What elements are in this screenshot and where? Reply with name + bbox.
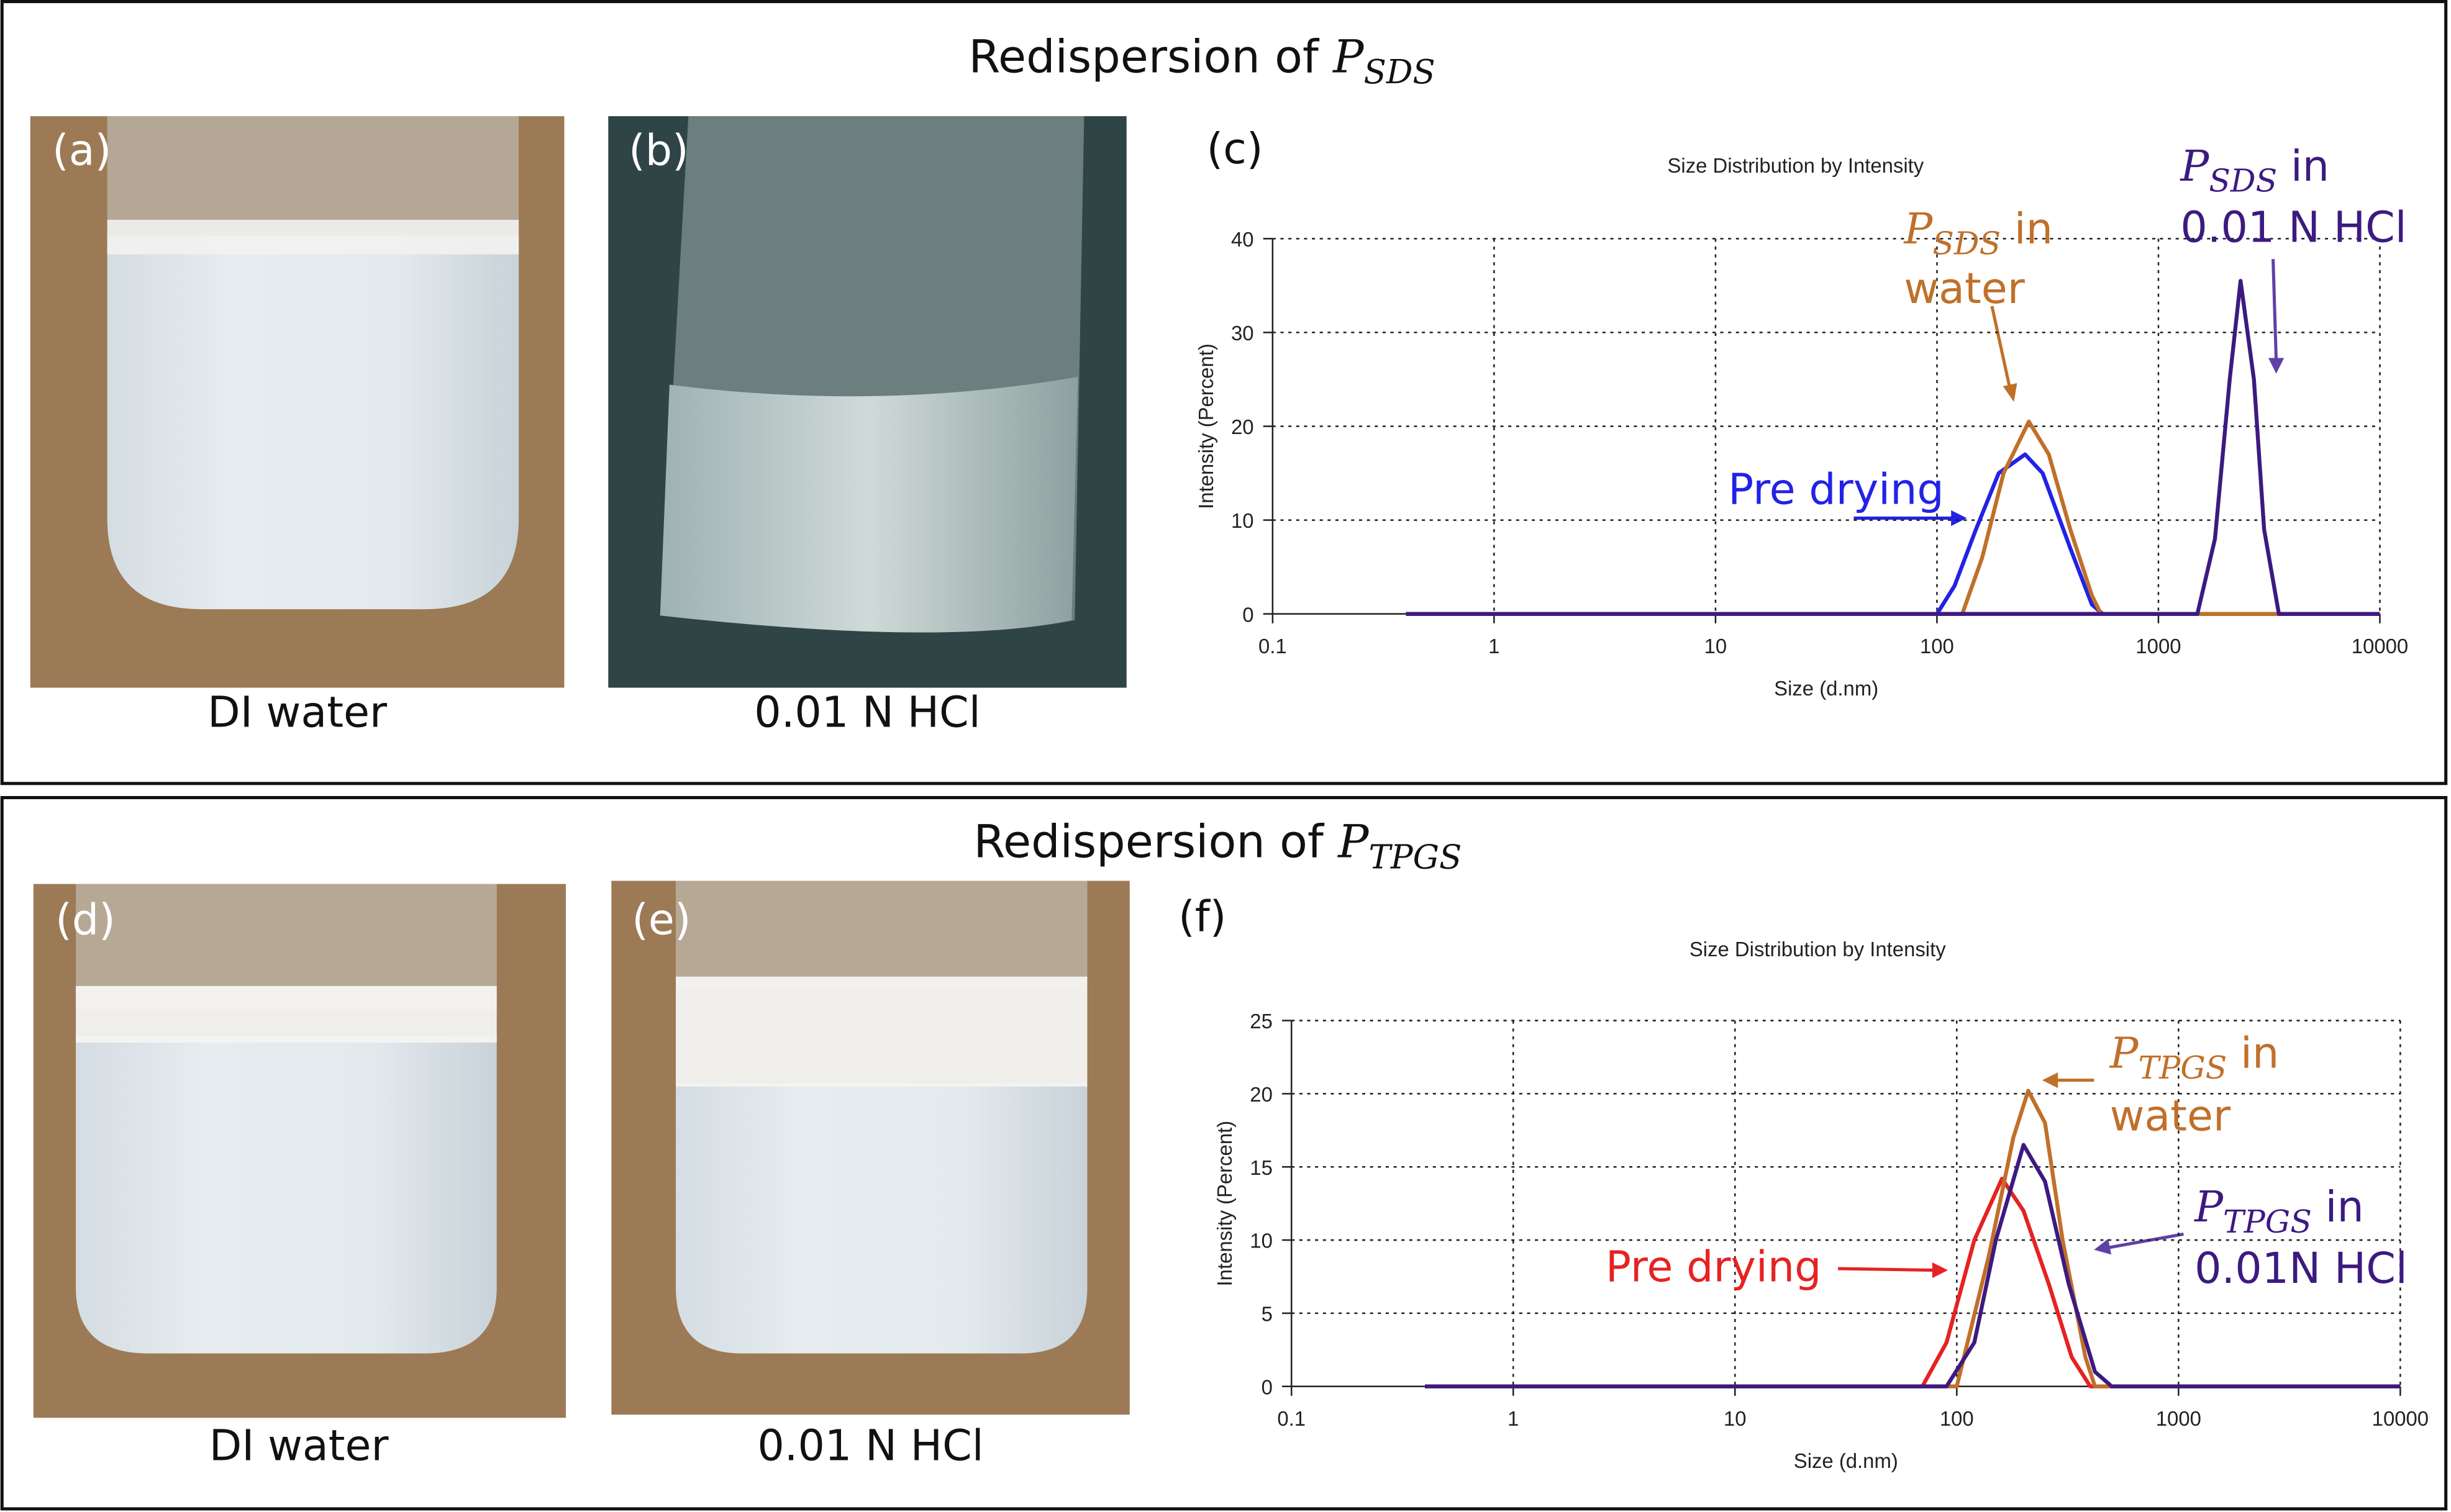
label-text: in	[2326, 1183, 2364, 1232]
panel-letter: (b)	[629, 126, 689, 175]
section-title: Redispersion of PTPGS	[973, 816, 1462, 877]
series-label: water	[1904, 265, 2025, 314]
series-line	[1425, 1089, 2401, 1388]
annotation-arrows	[1838, 259, 2285, 1279]
y-tick-label: 15	[1250, 1156, 1273, 1179]
photo	[608, 116, 1127, 688]
y-tick-label: 20	[1250, 1083, 1273, 1106]
x-tick-label: 10000	[2352, 635, 2408, 658]
series-label: PTPGS in	[2109, 1029, 2280, 1086]
x-tick-label: 100	[1920, 635, 1954, 658]
series-label: PSDS in	[1903, 205, 2053, 262]
x-axis-label: Size (d.nm)	[1774, 677, 1878, 700]
label-symbol: P	[2179, 142, 2209, 191]
panel-letter: (c)	[1207, 125, 1263, 174]
y-tick-label: 0	[1242, 603, 1253, 626]
y-tick-label: 0	[1262, 1375, 1273, 1398]
label-text: in	[2291, 142, 2329, 191]
label-subscript: TPGS	[2139, 1049, 2227, 1086]
x-tick-label: 10000	[2372, 1407, 2429, 1430]
y-tick-label: 40	[1231, 228, 1254, 251]
label-symbol: P	[1903, 205, 1933, 254]
series-line	[1406, 419, 2380, 616]
x-tick-label: 10	[1704, 635, 1727, 658]
series-line	[1406, 279, 2380, 616]
title-subscript: TPGS	[1368, 838, 1462, 876]
y-tick-label: 10	[1250, 1229, 1273, 1252]
series-line	[1406, 452, 2380, 616]
series-line	[1425, 1143, 2401, 1388]
photo-caption: DI water	[209, 1422, 389, 1471]
y-axis-label: Intensity (Percent)	[1213, 1121, 1236, 1287]
label-subscript: SDS	[1932, 225, 2001, 262]
photo-caption: 0.01 N HCl	[754, 689, 980, 738]
photo	[33, 884, 566, 1418]
x-tick-label: 1000	[2156, 1407, 2201, 1430]
x-tick-label: 100	[1940, 1407, 1974, 1430]
label-text	[2001, 205, 2014, 254]
y-tick-label: 20	[1231, 415, 1254, 438]
series-line	[1425, 1177, 2401, 1388]
y-tick-label: 10	[1231, 509, 1254, 532]
label-text: in	[2014, 205, 2053, 254]
series-label: PSDS in	[2179, 142, 2329, 199]
series-label: Pre drying	[1728, 466, 1944, 515]
y-axis-label: Intensity (Percent)	[1194, 343, 1217, 509]
section-title: Redispersion of PSDS	[968, 30, 1435, 91]
title-text: Redispersion of	[968, 30, 1320, 83]
chart-title: Size Distribution by Intensity	[1689, 938, 1946, 961]
series-label: Pre drying	[1606, 1243, 1822, 1292]
section-frame	[0, 795, 2448, 1511]
series-label: 0.01N HCl	[2194, 1244, 2408, 1293]
x-tick-label: 1	[1507, 1407, 1519, 1430]
photo	[30, 116, 565, 688]
label-subscript: SDS	[2209, 162, 2277, 199]
label-text	[2277, 142, 2291, 191]
x-axis-label: Size (d.nm)	[1794, 1449, 1898, 1472]
label-symbol: P	[2193, 1183, 2224, 1232]
photo-caption: DI water	[207, 689, 388, 738]
y-tick-label: 30	[1231, 322, 1254, 345]
label-text	[2227, 1029, 2240, 1078]
x-tick-label: 10	[1724, 1407, 1747, 1430]
photo	[611, 880, 1130, 1415]
chart-title: Size Distribution by Intensity	[1667, 154, 1924, 177]
label-symbol: P	[2109, 1029, 2139, 1078]
section-frame	[0, 0, 2448, 785]
series-label: PTPGS in	[2193, 1183, 2364, 1240]
photo-caption: 0.01 N HCl	[757, 1422, 983, 1471]
title-symbol: P	[1337, 816, 1370, 869]
series-label: 0.01 N HCl	[2180, 203, 2406, 252]
label-text: in	[2240, 1029, 2279, 1078]
series-label: water	[2110, 1092, 2231, 1141]
title-symbol: P	[1332, 30, 1365, 83]
panel-letter: (d)	[55, 895, 116, 944]
label-text	[2312, 1183, 2326, 1232]
y-tick-label: 5	[1262, 1303, 1273, 1326]
x-tick-label: 1	[1488, 635, 1499, 658]
x-tick-label: 0.1	[1277, 1407, 1306, 1430]
x-tick-label: 0.1	[1258, 635, 1287, 658]
label-subscript: TPGS	[2223, 1203, 2312, 1240]
panel-letter: (f)	[1178, 892, 1226, 941]
panel-letter: (e)	[632, 895, 691, 944]
title-subscript: SDS	[1364, 53, 1435, 91]
panel-letter: (a)	[52, 126, 111, 175]
y-tick-label: 25	[1250, 1010, 1273, 1033]
title-text: Redispersion of	[973, 816, 1325, 869]
x-tick-label: 1000	[2135, 635, 2181, 658]
